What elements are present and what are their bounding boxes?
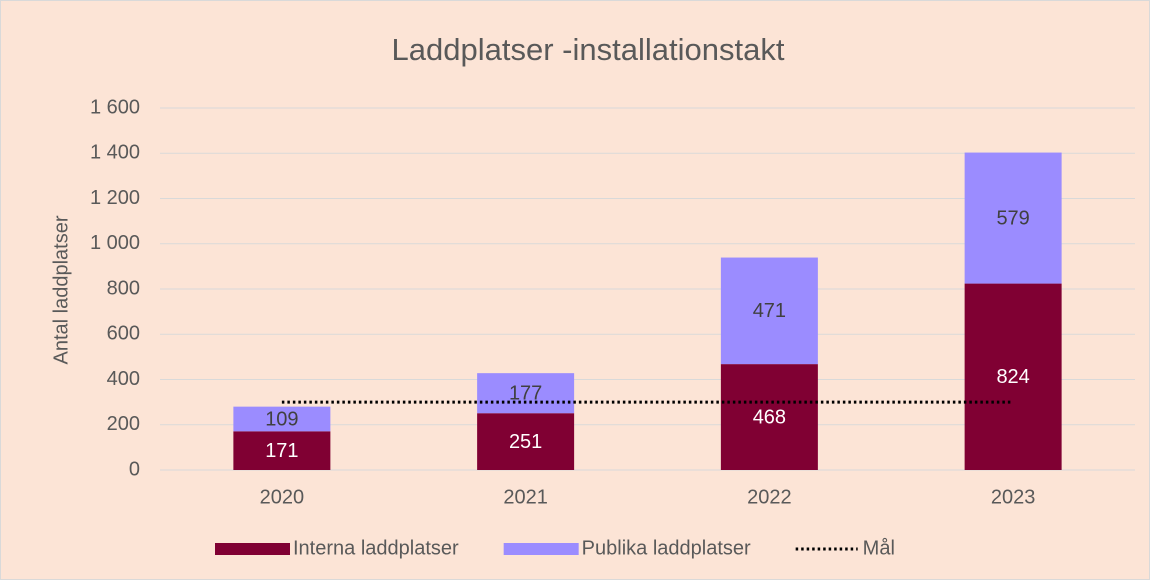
- x-tick-label: 2022: [747, 486, 792, 508]
- data-label: 824: [996, 366, 1029, 388]
- bar-segment: [477, 373, 575, 414]
- y-tick-label: 200: [107, 413, 140, 435]
- legend-label: Mål: [863, 537, 895, 559]
- x-tick-label: 2020: [260, 486, 305, 508]
- data-label: 251: [509, 431, 542, 453]
- legend-swatch: [215, 543, 290, 555]
- chart-title: Laddplatser -installationstakt: [392, 32, 785, 67]
- data-label: 468: [753, 406, 786, 428]
- data-label: 471: [753, 300, 786, 322]
- data-label: 177: [509, 382, 542, 404]
- bar-segment: [964, 152, 1062, 284]
- y-tick-label: 1 200: [90, 187, 140, 209]
- legend-label: Interna laddplatser: [293, 537, 459, 559]
- x-tick-label: 2021: [503, 486, 548, 508]
- legend-label: Publika laddplatser: [582, 537, 751, 559]
- y-tick-label: 400: [107, 368, 140, 390]
- y-tick-label: 1 600: [90, 96, 140, 118]
- data-label: 579: [996, 207, 1029, 229]
- y-tick-label: 800: [107, 277, 140, 299]
- legend-swatch: [503, 543, 579, 555]
- y-tick-label: 600: [107, 323, 140, 345]
- data-label: 109: [265, 408, 298, 430]
- y-tick-label: 1 000: [90, 232, 140, 254]
- bar-segment: [720, 257, 818, 365]
- bar-segment: [233, 431, 331, 470]
- data-label: 171: [265, 440, 298, 462]
- y-tick-label: 1 400: [90, 142, 140, 164]
- bar-segment: [233, 406, 331, 432]
- bar-segment: [720, 364, 818, 470]
- bar-segment: [964, 283, 1062, 470]
- bar-segment: [477, 413, 575, 470]
- y-axis-label: Antal laddplatser: [50, 215, 72, 364]
- x-tick-label: 2023: [991, 486, 1036, 508]
- y-tick-label: 0: [129, 458, 140, 480]
